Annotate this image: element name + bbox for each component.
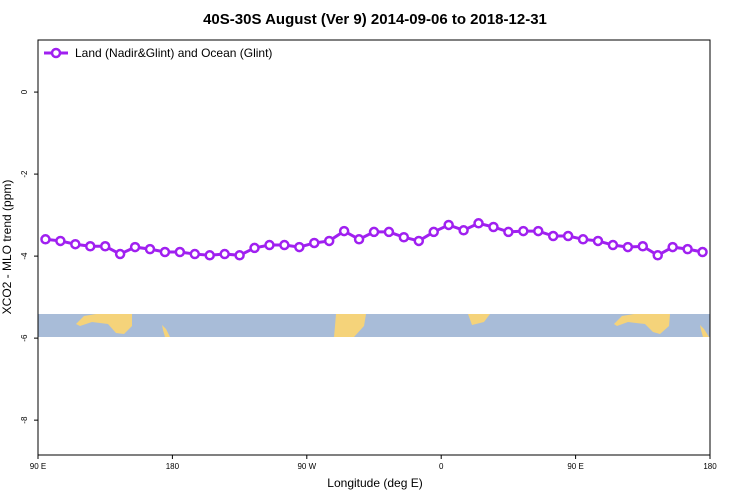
south-america [468,314,490,325]
x-tick-label: 180 [703,462,717,471]
data-point [682,243,693,255]
x-tick-label: 0 [439,462,444,471]
data-point [368,226,380,238]
data-point [503,226,514,238]
y-tick-label: 0 [20,89,29,94]
data-point [622,241,634,253]
data-point [234,250,245,261]
data-point [458,225,469,236]
x-tick-label: 90 E [30,462,46,471]
data-point [697,246,708,258]
plot-frame [37,39,711,456]
legend-marker [50,47,62,59]
chart-title: 40S-30S August (Ver 9) 2014-09-06 to 201… [203,11,547,28]
data-point [383,226,395,238]
data-point [85,241,96,252]
new-zealand [162,325,170,337]
data-point [562,230,574,242]
data-point [279,239,290,251]
data-point [488,221,499,233]
data-point [637,241,649,252]
data-point [264,239,275,251]
data-point [40,234,51,245]
data-point [652,250,663,261]
australia [614,314,670,334]
map-strip [38,314,710,337]
y-tick-label: -8 [20,416,29,424]
data-point [174,246,186,258]
data-point [159,246,171,258]
data-point [99,241,111,252]
data-point [323,235,335,247]
data-point [428,226,439,238]
data-point [607,239,619,251]
data-point [219,248,230,260]
africa [334,314,366,337]
data-point [413,235,425,247]
x-tick-label: 180 [166,462,180,471]
data-point [249,242,260,254]
x-tick-label: 90 E [567,462,583,471]
data-point [577,234,589,245]
data-point [144,243,156,255]
ocean [38,314,710,337]
data-point [189,248,201,260]
y-axis-label: XCO2 - MLO trend (ppm) [0,180,14,315]
data-point [398,231,410,243]
legend-label: Land (Nadir&Glint) and Ocean (Glint) [75,46,272,60]
y-tick-label: -4 [20,252,29,260]
data-point [204,250,215,261]
data-point [533,225,544,237]
data-point [55,235,66,247]
x-axis-label: Longitude (deg E) [327,476,422,490]
data-point [338,225,350,237]
data-point [353,234,365,245]
data-point [518,225,529,237]
data-point [114,248,126,260]
x-tick-label: 90 W [297,462,316,471]
data-point [309,237,320,249]
data-point [667,241,678,253]
australia [76,314,132,334]
y-tick-label: -2 [20,170,29,178]
data-point [592,235,604,247]
data-point [443,219,454,231]
data-point [129,241,141,253]
data-point [294,241,305,253]
data-point [70,238,81,250]
data-point [473,218,484,229]
new-zealand [700,325,709,337]
y-tick-label: -6 [20,334,29,342]
data-point [547,230,559,242]
